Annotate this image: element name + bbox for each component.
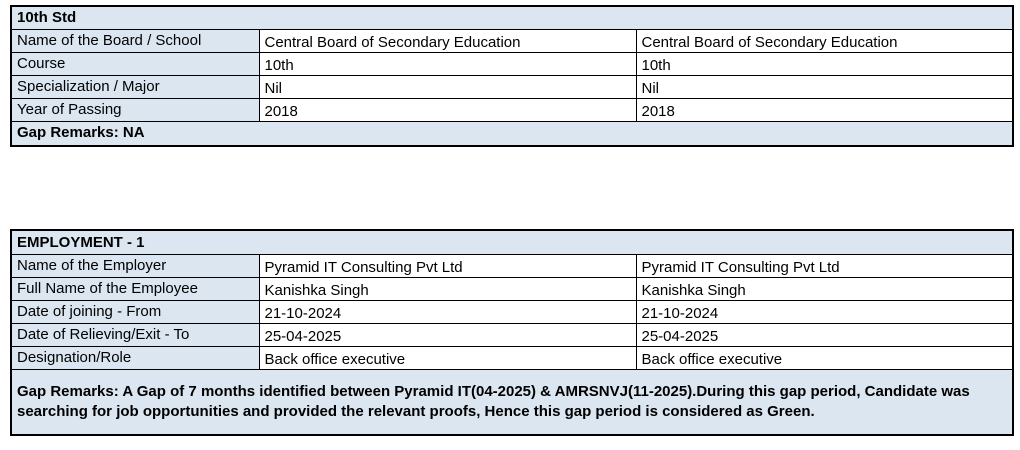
table-row: Designation/Role Back office executive Bac… bbox=[10, 345, 1014, 370]
row-value: Central Board of Secondary Education bbox=[635, 28, 1014, 53]
row-value: 10th bbox=[635, 51, 1014, 76]
row-label: Full Name of the Employee bbox=[10, 276, 260, 301]
gap-remarks: Gap Remarks: NA bbox=[10, 120, 1014, 147]
row-label: Course bbox=[10, 51, 260, 76]
row-value: 25-04-2025 bbox=[258, 322, 637, 347]
row-value: Back office executive bbox=[258, 345, 637, 370]
gap-remarks: Gap Remarks: A Gap of 7 months identifie… bbox=[10, 368, 1014, 436]
row-value: 21-10-2024 bbox=[258, 299, 637, 324]
gap-remarks-row: Gap Remarks: A Gap of 7 months identifie… bbox=[10, 368, 1014, 436]
row-value: Kanishka Singh bbox=[635, 276, 1014, 301]
row-value: 25-04-2025 bbox=[635, 322, 1014, 347]
row-value: Pyramid IT Consulting Pvt Ltd bbox=[635, 253, 1014, 278]
table-row: Name of the Board / School Central Board … bbox=[10, 28, 1014, 53]
table-row: Name of the Employer Pyramid IT Consultin… bbox=[10, 253, 1014, 278]
row-label: Name of the Board / School bbox=[10, 28, 260, 53]
table-title: 10th Std bbox=[10, 5, 1014, 30]
row-label: Year of Passing bbox=[10, 97, 260, 122]
table-title-row: EMPLOYMENT - 1 bbox=[10, 229, 1014, 255]
table-title-row: 10th Std bbox=[10, 5, 1014, 30]
gap-remarks-row: Gap Remarks: NA bbox=[10, 120, 1014, 147]
row-value: 10th bbox=[258, 51, 637, 76]
table-row: Year of Passing 2018 2018 bbox=[10, 97, 1014, 122]
table-row: Date of joining - From 21-10-2024 21-10-20… bbox=[10, 299, 1014, 324]
row-value: Back office executive bbox=[635, 345, 1014, 370]
row-label: Specialization / Major bbox=[10, 74, 260, 99]
row-label: Designation/Role bbox=[10, 345, 260, 370]
table-row: Date of Relieving/Exit - To 25-04-2025 25-… bbox=[10, 322, 1014, 347]
education-10th-std-table: 10th Std Name of the Board / School Centr… bbox=[10, 5, 1015, 147]
row-label: Name of the Employer bbox=[10, 253, 260, 278]
employment-1-table: EMPLOYMENT - 1 Name of the Employer Pyram… bbox=[10, 229, 1015, 436]
row-label: Date of Relieving/Exit - To bbox=[10, 322, 260, 347]
table-title: EMPLOYMENT - 1 bbox=[10, 229, 1014, 255]
row-value: Pyramid IT Consulting Pvt Ltd bbox=[258, 253, 637, 278]
table-row: Full Name of the Employee Kanishka Singh K… bbox=[10, 276, 1014, 301]
row-value: Kanishka Singh bbox=[258, 276, 637, 301]
row-value: Nil bbox=[258, 74, 637, 99]
row-label: Date of joining - From bbox=[10, 299, 260, 324]
table-row: Specialization / Major Nil Nil bbox=[10, 74, 1014, 99]
row-value: 2018 bbox=[635, 97, 1014, 122]
row-value: Nil bbox=[635, 74, 1014, 99]
table-row: Course 10th 10th bbox=[10, 51, 1014, 76]
row-value: 2018 bbox=[258, 97, 637, 122]
row-value: 21-10-2024 bbox=[635, 299, 1014, 324]
row-value: Central Board of Secondary Education bbox=[258, 28, 637, 53]
